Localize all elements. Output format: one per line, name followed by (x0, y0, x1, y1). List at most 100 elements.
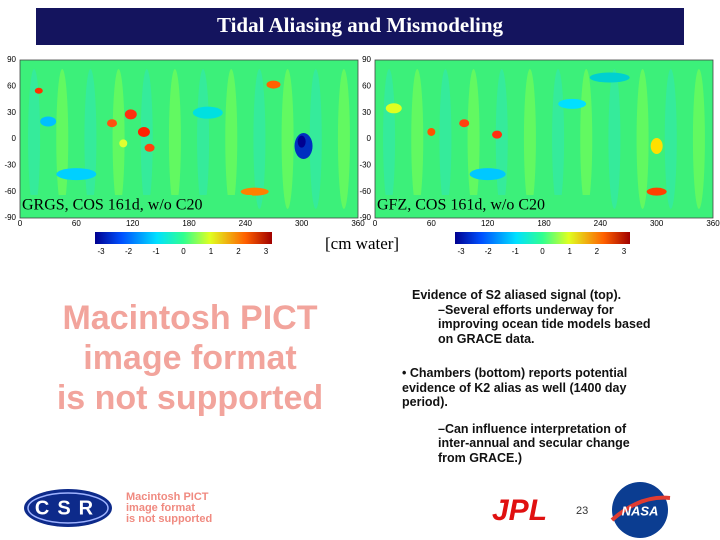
map-label-bg (22, 195, 252, 215)
map-label: GRGS, COS 161d, w/o C20 (22, 197, 202, 214)
map-stripe (56, 69, 69, 209)
colorbar-tick-label: 2 (595, 247, 600, 256)
map-frame (19, 59, 359, 219)
colorbar: -3 -2 -1 0 1 2 3 (95, 232, 272, 256)
map-anomaly (589, 72, 630, 83)
map-anomaly (124, 109, 137, 120)
map-stripe (281, 69, 294, 209)
y-tick-label: -30 (359, 160, 371, 169)
note: –Several efforts underway for improving … (438, 302, 651, 346)
y-tick-label: 60 (7, 81, 16, 90)
jpl-logo: JPL (492, 494, 547, 527)
nasa-logo: NASA (610, 482, 671, 538)
map-anomaly (427, 127, 436, 136)
colorbar-tick-label: -2 (485, 247, 493, 256)
x-tick-label: 360 (351, 219, 365, 228)
map-stripe (692, 69, 705, 209)
map-anomaly (240, 187, 269, 196)
map-stripe (337, 69, 350, 209)
x-tick-label: 240 (594, 219, 608, 228)
map-label-bg (377, 195, 607, 215)
y-tick-label: -90 (4, 213, 16, 222)
footer-placeholder: Macintosh PICT image format is not suppo… (126, 491, 212, 525)
y-tick-label: -60 (4, 187, 16, 196)
unit-label: [cm water] (325, 234, 399, 253)
map-stripe (495, 69, 508, 209)
colorbar-gradient (95, 232, 272, 244)
x-tick-label: 60 (427, 219, 436, 228)
map-anomaly (297, 135, 306, 148)
y-tick-label: 0 (367, 134, 372, 143)
title-bar (36, 8, 684, 45)
map-anomaly (459, 119, 470, 128)
y-tick-label: -60 (359, 187, 371, 196)
colorbar-gradient (455, 232, 630, 244)
map-anomaly (266, 80, 281, 89)
nasa-text: NASA (622, 503, 659, 518)
csr-logo: CSR (24, 489, 112, 527)
colorbar-tick-label: -1 (152, 247, 160, 256)
y-tick-label: 30 (362, 108, 371, 117)
x-tick-label: 300 (295, 219, 309, 228)
footer-placeholder-line: image format (126, 502, 195, 514)
colorbar-tick-label: 3 (622, 247, 627, 256)
map-anomaly (385, 103, 402, 114)
map-stripe (552, 69, 565, 209)
colorbar-tick-label: -1 (512, 247, 520, 256)
map-stripe (253, 69, 266, 209)
map-anomaly (40, 116, 57, 127)
map-stripe (168, 69, 181, 209)
y-tick-label: 30 (7, 108, 16, 117)
x-tick-label: 60 (72, 219, 81, 228)
colorbar: -3 -2 -1 0 1 2 3 (455, 232, 630, 256)
colorbar-tick-label: -2 (125, 247, 133, 256)
map-stripe (411, 69, 424, 209)
map-anomaly (492, 130, 503, 139)
x-tick-label: 120 (126, 219, 140, 228)
y-tick-label: -90 (359, 213, 371, 222)
map-stripe (523, 69, 536, 209)
x-tick-label: 0 (18, 219, 23, 228)
map-anomaly (469, 168, 506, 181)
map-anomaly (34, 87, 43, 94)
map-anomaly (119, 139, 128, 148)
y-tick-label: 90 (7, 55, 16, 64)
x-tick-label: 360 (706, 219, 720, 228)
y-tick-label: 60 (362, 81, 371, 90)
note: • Chambers (bottom) reports potential ev… (402, 366, 628, 409)
placeholder-line: Macintosh PICT (62, 299, 317, 337)
map-label: GFZ, COS 161d, w/o C20 (377, 197, 545, 214)
y-tick-label: 0 (12, 134, 17, 143)
csr-text: CSR (35, 497, 101, 519)
note: –Can influence interpretation of inter-a… (438, 421, 630, 465)
map-stripe (28, 69, 41, 209)
map-stripe (309, 69, 322, 209)
map-stripe (140, 69, 153, 209)
map-stripe (608, 69, 621, 209)
x-tick-label: 180 (182, 219, 196, 228)
y-tick-label: 90 (362, 55, 371, 64)
map-stripe (84, 69, 97, 209)
map-stripe (225, 69, 238, 209)
placeholder: Macintosh PICT image format is not suppo… (57, 299, 323, 417)
y-tick-label: -30 (4, 160, 16, 169)
colorbar-tick-label: -3 (97, 247, 105, 256)
map-stripe (112, 69, 125, 209)
x-tick-label: 240 (239, 219, 253, 228)
map-anomaly (558, 98, 587, 109)
map-anomaly (107, 119, 118, 128)
colorbar-tick-label: 1 (209, 247, 214, 256)
colorbar-tick-label: 0 (540, 247, 545, 256)
note: Evidence of S2 aliased signal (top). (412, 288, 622, 302)
map-anomaly (192, 106, 223, 119)
placeholder-line: image format (83, 339, 297, 377)
footer-placeholder-line: is not supported (126, 513, 212, 525)
title: Tidal Aliasing and Mismodeling (217, 13, 504, 37)
colorbar-tick-label: 0 (181, 247, 186, 256)
colorbar-tick-label: 3 (264, 247, 269, 256)
map-anomaly (646, 187, 667, 196)
map-stripe (197, 69, 210, 209)
map-anomaly (144, 143, 155, 152)
